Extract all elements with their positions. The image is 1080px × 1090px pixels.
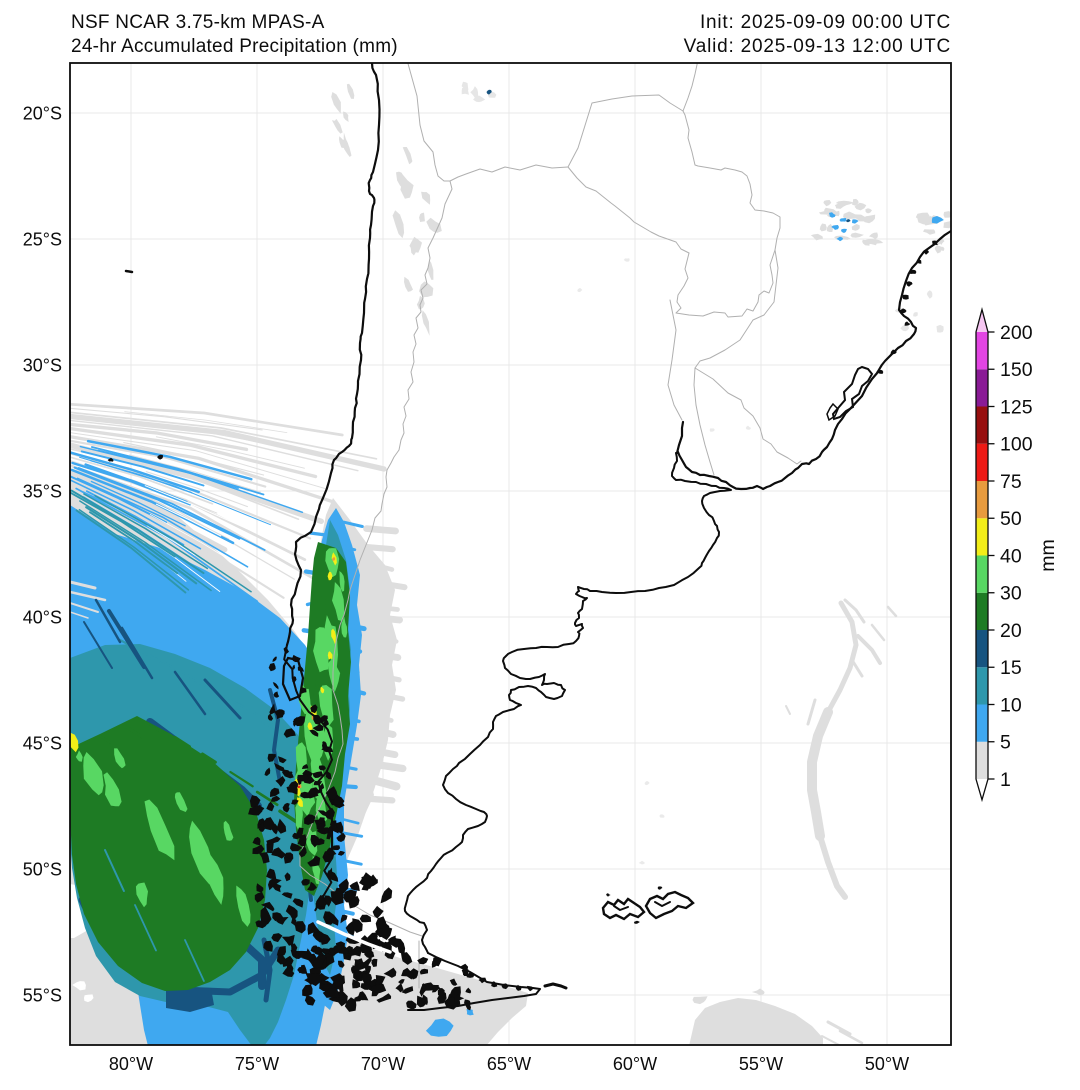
svg-text:80°W: 80°W <box>109 1054 153 1074</box>
svg-text:40: 40 <box>1000 545 1022 567</box>
svg-text:55°W: 55°W <box>739 1054 783 1074</box>
svg-text:60°W: 60°W <box>613 1054 657 1074</box>
svg-text:70°W: 70°W <box>361 1054 405 1074</box>
svg-text:25°S: 25°S <box>23 230 62 250</box>
svg-text:20: 20 <box>1000 620 1022 642</box>
svg-text:65°W: 65°W <box>487 1054 531 1074</box>
svg-text:55°S: 55°S <box>23 986 62 1006</box>
svg-text:150: 150 <box>1000 359 1033 381</box>
svg-text:40°S: 40°S <box>23 608 62 628</box>
svg-text:NSF NCAR 3.75-km MPAS-A: NSF NCAR 3.75-km MPAS-A <box>71 12 325 33</box>
svg-text:50: 50 <box>1000 508 1022 530</box>
svg-text:125: 125 <box>1000 396 1033 418</box>
svg-text:200: 200 <box>1000 322 1033 344</box>
svg-text:100: 100 <box>1000 434 1033 456</box>
svg-text:50°S: 50°S <box>23 860 62 880</box>
svg-text:35°S: 35°S <box>23 482 62 502</box>
svg-text:15: 15 <box>1000 657 1022 679</box>
svg-text:Init: 2025-09-09 00:00 UTC: Init: 2025-09-09 00:00 UTC <box>700 12 951 33</box>
svg-text:30: 30 <box>1000 583 1022 605</box>
svg-text:30°S: 30°S <box>23 356 62 376</box>
svg-text:24-hr Accumulated Precipitatio: 24-hr Accumulated Precipitation (mm) <box>71 36 398 57</box>
svg-text:50°W: 50°W <box>865 1054 909 1074</box>
svg-text:45°S: 45°S <box>23 734 62 754</box>
svg-text:1: 1 <box>1000 769 1011 791</box>
svg-text:20°S: 20°S <box>23 104 62 124</box>
svg-text:5: 5 <box>1000 732 1011 754</box>
svg-text:10: 10 <box>1000 694 1022 716</box>
svg-text:Valid: 2025-09-13 12:00 UTC: Valid: 2025-09-13 12:00 UTC <box>684 36 951 57</box>
svg-text:mm: mm <box>1037 539 1059 572</box>
svg-text:75: 75 <box>1000 471 1022 493</box>
svg-text:75°W: 75°W <box>235 1054 279 1074</box>
